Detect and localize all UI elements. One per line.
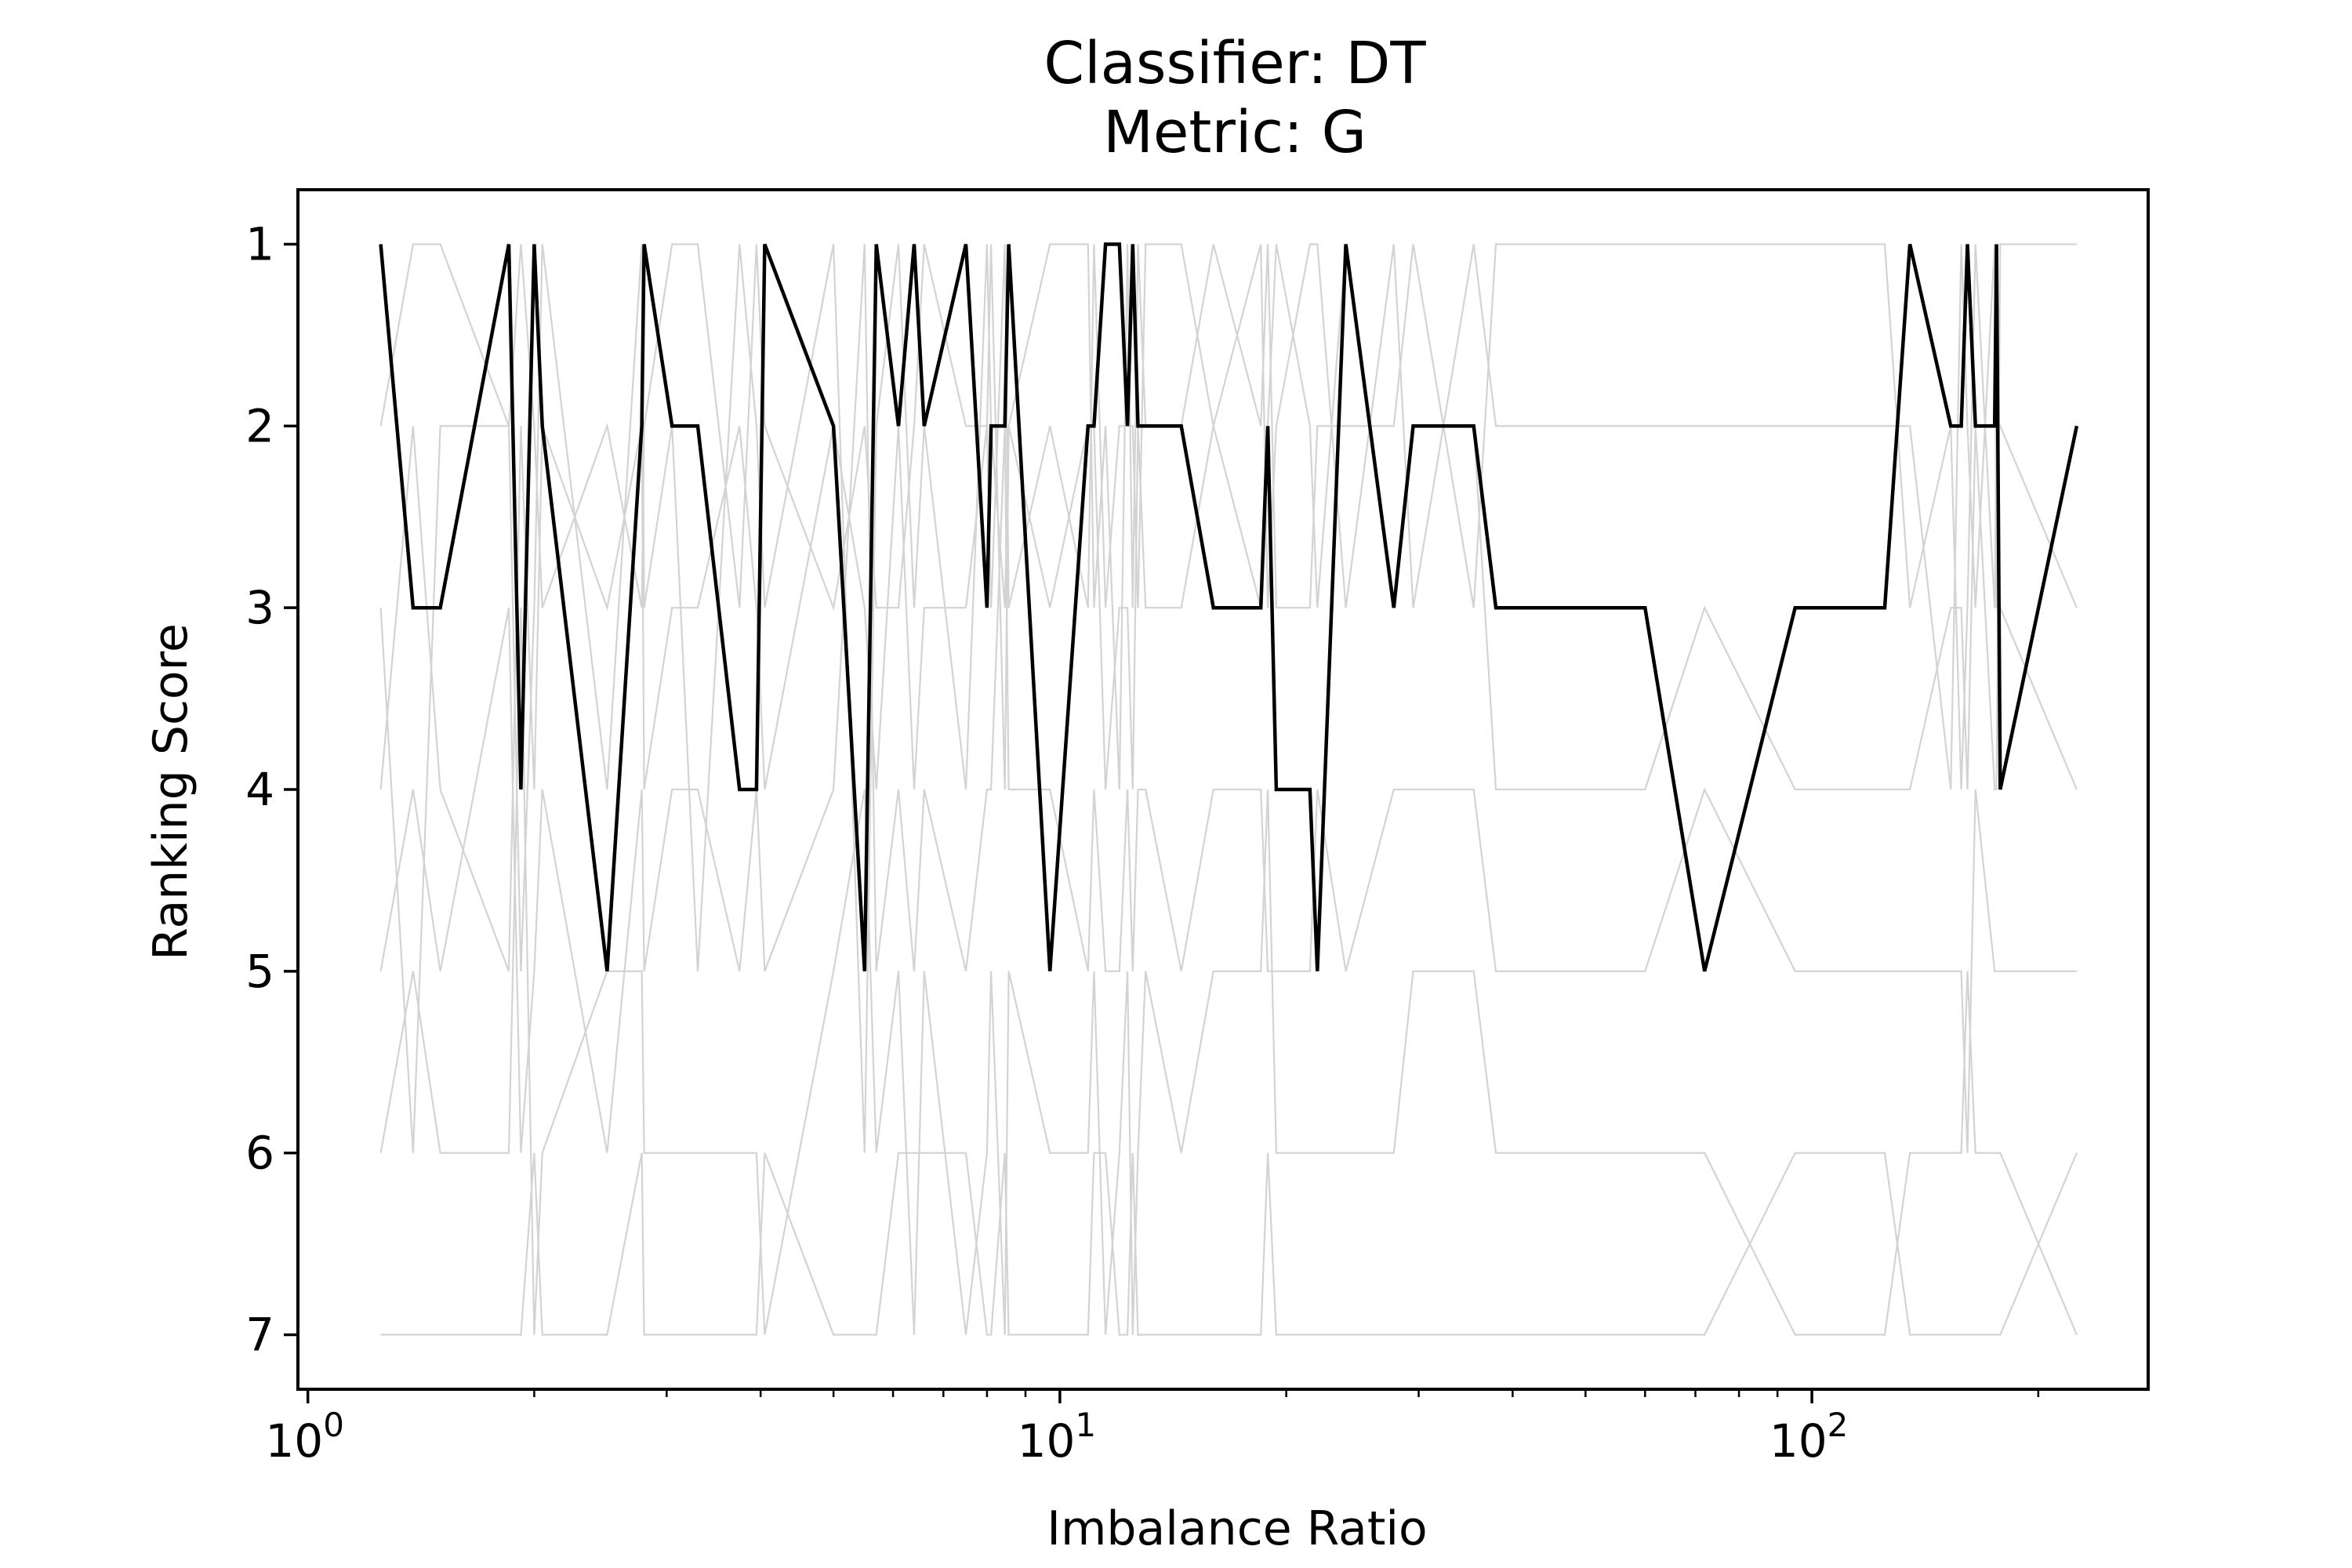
x-tick-label: 100	[265, 1406, 344, 1468]
chart-title: Classifier: DT Metric: G	[1044, 30, 1426, 166]
x-tick-label: 101	[1018, 1406, 1097, 1468]
chart-title-line-2: Metric: G	[1103, 99, 1367, 166]
series-lines	[379, 242, 2079, 1336]
chart-title-line-1: Classifier: DT	[1044, 30, 1426, 97]
y-tick-label: 6	[245, 1127, 274, 1180]
series-line-4	[379, 243, 2077, 972]
series-line-7	[380, 1152, 2078, 1336]
x-axis-label: Imbalance Ratio	[1047, 1501, 1427, 1556]
series-line-3	[379, 243, 2078, 1153]
y-tick-label: 2	[245, 399, 274, 452]
y-tick-label: 3	[245, 581, 274, 634]
y-axis-label: Ranking Score	[143, 623, 198, 960]
y-tick-label: 7	[245, 1308, 274, 1361]
series-line-5	[379, 244, 2077, 1153]
series-line-2	[379, 243, 2078, 1153]
y-tick-label: 1	[245, 218, 274, 271]
x-tick-label: 102	[1769, 1406, 1849, 1468]
series-line-highlighted	[379, 242, 2079, 972]
axes: 1 2 3 4 5 6 7 100 101 102	[245, 188, 2150, 1468]
y-tick-label: 5	[245, 945, 274, 998]
y-tick-label: 4	[245, 763, 274, 816]
